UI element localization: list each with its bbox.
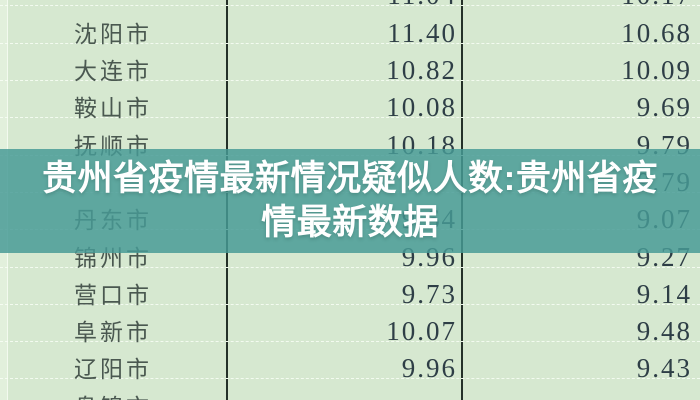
- city-cell-text: 大连市: [74, 58, 152, 84]
- value2-cell[interactable]: 9.48: [463, 305, 700, 346]
- city-cell[interactable]: 阜新市: [0, 304, 228, 345]
- table-row: 营口市 9.73 9.14: [0, 267, 700, 309]
- city-cell-text: 沈阳市: [74, 21, 152, 47]
- city-cell[interactable]: 鞍山市: [0, 80, 228, 121]
- table-row: 辽阳市 9.96 9.43: [0, 342, 700, 383]
- value1-cell-text: 9.96: [401, 353, 457, 384]
- value1-cell[interactable]: 10.08: [228, 80, 463, 122]
- value1-cell-text: 10.07: [386, 316, 457, 347]
- headline-title: 贵州省疫情最新情况疑似人数:贵州省疫 情最新数据: [0, 157, 700, 245]
- value2-cell[interactable]: 10.17: [463, 0, 700, 10]
- city-cell-text: 盘锦市: [74, 388, 152, 400]
- city-cell[interactable]: 大连市: [0, 43, 228, 84]
- table-row: 盘锦市: [0, 379, 700, 400]
- table-row: 阜新市 10.07 9.48: [0, 304, 700, 346]
- city-cell-text: 辽阳市: [74, 357, 152, 383]
- city-cell-text: 营口市: [74, 282, 152, 308]
- value1-cell[interactable]: 10.82: [228, 43, 463, 85]
- value1-cell-text: 11.04: [387, 0, 457, 11]
- value2-cell[interactable]: 9.14: [463, 268, 700, 309]
- value1-cell[interactable]: 9.96: [228, 342, 463, 383]
- city-cell-text: 阜新市: [74, 320, 152, 346]
- value2-cell-text: 10.17: [621, 0, 692, 11]
- value1-cell[interactable]: 10.07: [228, 304, 463, 346]
- headline-line-2: 情最新数据: [261, 203, 439, 242]
- value1-cell-text: 10.08: [386, 92, 457, 123]
- table-row: 沈阳市 11.40 10.68: [0, 6, 700, 48]
- city-cell[interactable]: [0, 0, 228, 6]
- table-row: 11.04 10.17: [0, 0, 700, 10]
- value1-cell[interactable]: [228, 379, 463, 400]
- value2-cell-text: 9.14: [636, 278, 692, 309]
- value2-cell-text: 9.69: [636, 92, 692, 123]
- value1-cell-text: 10.82: [386, 54, 457, 85]
- value2-cell[interactable]: 10.09: [463, 44, 700, 85]
- value2-cell[interactable]: [463, 379, 700, 400]
- value1-cell[interactable]: 9.73: [228, 267, 463, 309]
- city-cell[interactable]: 盘锦市: [0, 379, 228, 400]
- value1-cell-text: 11.40: [387, 17, 457, 48]
- table-row: 大连市 10.82 10.09: [0, 43, 700, 85]
- city-cell[interactable]: 营口市: [0, 267, 228, 308]
- headline-line-1: 贵州省疫情最新情况疑似人数:贵州省疫: [42, 159, 658, 198]
- value1-cell[interactable]: 11.40: [228, 6, 463, 48]
- city-cell-text: 鞍山市: [74, 96, 152, 122]
- value2-cell-text: 9.48: [636, 316, 692, 347]
- value2-cell[interactable]: 9.43: [463, 342, 700, 383]
- headline-overlay-banner: 贵州省疫情最新情况疑似人数:贵州省疫 情最新数据: [0, 149, 700, 253]
- value2-cell[interactable]: 9.69: [463, 81, 700, 122]
- table-row: 鞍山市 10.08 9.69: [0, 80, 700, 122]
- value2-cell-text: 10.68: [621, 17, 692, 48]
- value1-cell[interactable]: 11.04: [228, 0, 463, 10]
- value1-cell-text: 9.73: [401, 278, 457, 309]
- value2-cell[interactable]: 10.68: [463, 6, 700, 48]
- value2-cell-text: 10.09: [621, 54, 692, 85]
- city-cell[interactable]: 沈阳市: [0, 6, 228, 47]
- value2-cell-text: 9.43: [636, 353, 692, 384]
- city-cell[interactable]: 辽阳市: [0, 342, 228, 382]
